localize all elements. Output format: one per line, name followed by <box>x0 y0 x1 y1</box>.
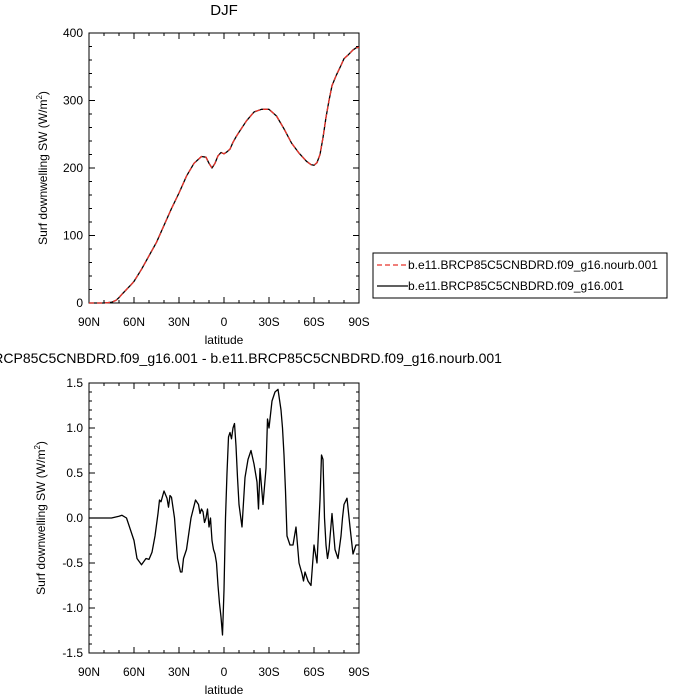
top-x-tick-label: 60N <box>123 315 145 329</box>
top-chart-title: DJF <box>210 2 238 19</box>
top-panel: DJF 0 100 200 300 400 90N 60N 30N 0 30S 60S 90S la… <box>35 2 370 347</box>
bottom-y-tick-label: 0.5 <box>66 466 83 480</box>
bottom-panel: b.e11.BRCP85C5CNBDRD.f09_g16.001 - b.e11… <box>0 350 502 697</box>
top-series-line-0 <box>89 46 360 304</box>
top-y-tick-label: 0 <box>76 296 83 310</box>
top-y-axis-label-exponent: 2 <box>35 95 44 100</box>
top-y-axis-label-text: Surf downwelling SW (W/m <box>36 100 50 245</box>
top-x-axis-label: latitude <box>205 333 244 347</box>
bottom-y-axis-label-close: ) <box>34 441 48 445</box>
top-y-axis-label-close: ) <box>36 91 50 95</box>
bottom-y-axis-label: Surf downwelling SW (W/m2) <box>33 441 48 595</box>
top-y-axis: 0 100 200 300 400 <box>63 26 359 310</box>
legend: b.e11.BRCP85C5CNBDRD.f09_g16.nourb.001 b… <box>372 252 668 299</box>
top-x-tick-label: 90S <box>348 315 369 329</box>
bottom-x-tick-label: 0 <box>221 665 228 679</box>
bottom-x-tick-label: 60S <box>303 665 324 679</box>
bottom-series-lines <box>89 388 359 636</box>
bottom-x-tick-label: 30S <box>258 665 279 679</box>
bottom-y-axis: 1.5 1.0 0.5 0.0 -0.5 -1.0 -1.5 <box>62 376 359 660</box>
bottom-x-tick-label: 30N <box>168 665 190 679</box>
legend-label-nourb: b.e11.BRCP85C5CNBDRD.f09_g16.nourb.001 <box>408 258 658 272</box>
top-series-lines <box>89 46 360 304</box>
top-x-tick-label: 30S <box>258 315 279 329</box>
bottom-x-tick-label: 90N <box>78 665 100 679</box>
top-x-tick-label: 30N <box>168 315 190 329</box>
legend-box <box>372 252 668 299</box>
top-y-axis-label: Surf downwelling SW (W/m2) <box>35 91 50 245</box>
bottom-x-tick-label: 60N <box>123 665 145 679</box>
top-plot-frame <box>88 32 360 304</box>
top-series-line-1 <box>89 46 360 304</box>
bottom-series-line-0 <box>89 388 359 636</box>
top-x-tick-label: 90N <box>78 315 100 329</box>
bottom-x-axis-label: latitude <box>205 683 244 697</box>
bottom-y-tick-label: -0.5 <box>62 556 83 570</box>
top-y-tick-label: 200 <box>63 161 83 175</box>
legend-label-control: b.e11.BRCP85C5CNBDRD.f09_g16.001 <box>408 279 624 293</box>
bottom-y-tick-label: -1.0 <box>62 601 83 615</box>
bottom-y-axis-label-text: Surf downwelling SW (W/m <box>34 450 48 595</box>
bottom-y-axis-label-exponent: 2 <box>33 445 42 450</box>
top-y-tick-label: 300 <box>63 94 83 108</box>
top-y-tick-label: 400 <box>63 26 83 40</box>
bottom-y-tick-label: -1.5 <box>62 646 83 660</box>
top-x-tick-label: 0 <box>221 315 228 329</box>
bottom-chart-title: b.e11.BRCP85C5CNBDRD.f09_g16.001 - b.e11… <box>0 350 502 366</box>
top-y-tick-label: 100 <box>63 229 83 243</box>
top-x-tick-label: 60S <box>303 315 324 329</box>
bottom-y-tick-label: 1.5 <box>66 376 83 390</box>
bottom-y-tick-label: 0.0 <box>66 511 83 525</box>
bottom-y-tick-label: 1.0 <box>66 421 83 435</box>
bottom-x-tick-label: 90S <box>348 665 369 679</box>
bottom-x-axis: 90N 60N 30N 0 30S 60S 90S <box>78 383 370 679</box>
top-x-axis: 90N 60N 30N 0 30S 60S 90S <box>78 33 370 329</box>
